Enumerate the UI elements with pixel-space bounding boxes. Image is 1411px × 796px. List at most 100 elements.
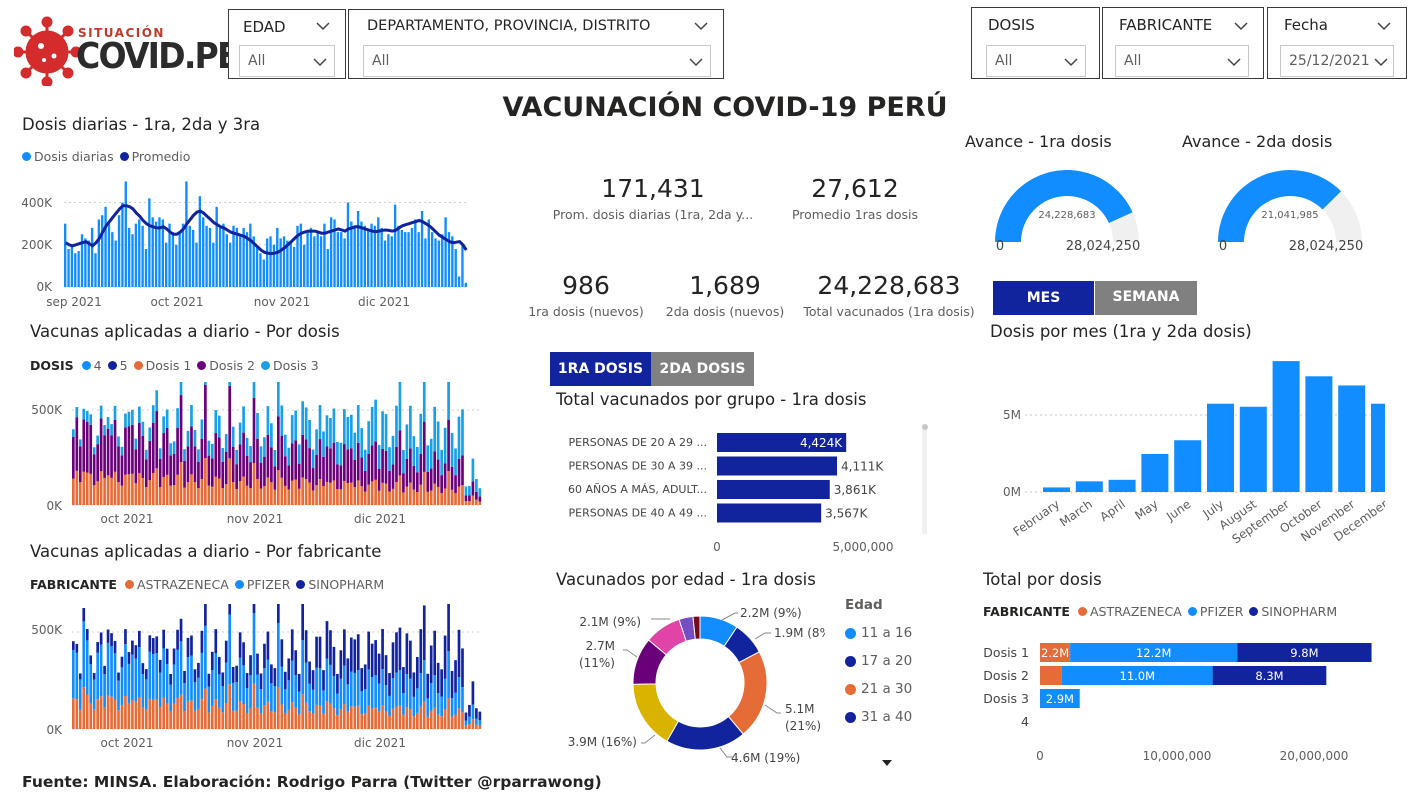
- bar-segment[interactable]: [346, 684, 350, 712]
- bar-segment[interactable]: [454, 692, 457, 715]
- bar[interactable]: [343, 238, 346, 287]
- slicer-fecha[interactable]: Fecha 25/12/2021: [1267, 7, 1407, 79]
- bar-segment[interactable]: [179, 618, 183, 642]
- bar-segment[interactable]: [266, 434, 270, 478]
- bar-segment[interactable]: [266, 631, 270, 660]
- bar[interactable]: [178, 232, 181, 287]
- bar-segment[interactable]: [1040, 643, 1071, 662]
- bar[interactable]: [188, 225, 191, 287]
- bar-segment[interactable]: [415, 472, 419, 492]
- bar-segment[interactable]: [204, 604, 207, 626]
- bar[interactable]: [420, 211, 424, 287]
- bar[interactable]: [336, 232, 340, 287]
- bar-segment[interactable]: [294, 650, 298, 676]
- bar-segment[interactable]: [322, 485, 325, 505]
- bar-segment[interactable]: [332, 646, 336, 676]
- bar-segment[interactable]: [339, 709, 343, 729]
- bar-segment[interactable]: [103, 435, 106, 478]
- bar-segment[interactable]: [422, 382, 426, 422]
- bar-segment[interactable]: [318, 668, 322, 706]
- bar-segment[interactable]: [162, 648, 166, 698]
- bar-segment[interactable]: [190, 426, 193, 475]
- bar-segment[interactable]: [183, 487, 186, 505]
- bar-segment[interactable]: [183, 460, 186, 488]
- bar-segment[interactable]: [471, 719, 475, 729]
- bar-segment[interactable]: [138, 406, 141, 423]
- bar-segment[interactable]: [409, 448, 412, 483]
- bar-segment[interactable]: [395, 672, 398, 707]
- bar-segment[interactable]: [106, 416, 110, 429]
- bar-segment[interactable]: [134, 483, 138, 505]
- bar[interactable]: [377, 217, 380, 287]
- bar[interactable]: [259, 253, 262, 287]
- bar-segment[interactable]: [301, 640, 304, 695]
- bar-segment[interactable]: [249, 462, 252, 489]
- bar-segment[interactable]: [377, 468, 381, 491]
- bar-segment[interactable]: [92, 672, 96, 680]
- bar[interactable]: [252, 236, 255, 287]
- bar-segment[interactable]: [436, 459, 440, 487]
- bar-segment[interactable]: [301, 477, 304, 505]
- bar-segment[interactable]: [301, 434, 304, 478]
- bar-segment[interactable]: [381, 629, 384, 670]
- bar-segment[interactable]: [388, 447, 391, 471]
- bar-segment[interactable]: [315, 636, 318, 668]
- bar-segment[interactable]: [336, 489, 339, 505]
- bar-segment[interactable]: [221, 712, 225, 729]
- bar-segment[interactable]: [433, 707, 437, 729]
- bar-segment[interactable]: [217, 437, 221, 479]
- bar-segment[interactable]: [374, 707, 377, 729]
- bar-segment[interactable]: [454, 714, 457, 729]
- bar[interactable]: [424, 238, 427, 287]
- bar-segment[interactable]: [249, 655, 252, 676]
- bar-segment[interactable]: [346, 416, 350, 450]
- bar-segment[interactable]: [343, 665, 346, 705]
- bar-segment[interactable]: [176, 649, 179, 699]
- bar-segment[interactable]: [110, 424, 113, 436]
- bar-segment[interactable]: [422, 471, 426, 505]
- bar-segment[interactable]: [263, 456, 266, 487]
- bar[interactable]: [437, 240, 441, 287]
- bar-segment[interactable]: [422, 421, 426, 472]
- bar-segment[interactable]: [440, 696, 443, 717]
- bar-segment[interactable]: [134, 438, 138, 450]
- bar-segment[interactable]: [99, 644, 103, 697]
- bar-segment[interactable]: [367, 484, 371, 505]
- bar-segment[interactable]: [217, 656, 221, 675]
- bar-segment[interactable]: [138, 422, 141, 473]
- bar-segment[interactable]: [360, 714, 364, 729]
- bar-segment[interactable]: [471, 458, 475, 482]
- bar-segment[interactable]: [370, 677, 374, 709]
- bar-segment[interactable]: [475, 708, 478, 719]
- bar-segment[interactable]: [124, 474, 127, 505]
- bar-segment[interactable]: [249, 675, 252, 708]
- bar-segment[interactable]: [343, 704, 346, 729]
- bar-segment[interactable]: [329, 703, 332, 729]
- bar-segment[interactable]: [308, 448, 311, 483]
- slicer-edad[interactable]: EDAD All: [228, 9, 346, 79]
- bar-segment[interactable]: [1061, 666, 1213, 685]
- bar-segment[interactable]: [179, 641, 183, 695]
- bar-segment[interactable]: [426, 471, 430, 492]
- bar-segment[interactable]: [277, 604, 280, 623]
- bar-segment[interactable]: [273, 668, 277, 687]
- bar-segment[interactable]: [141, 435, 145, 478]
- bar[interactable]: [1272, 361, 1300, 492]
- bar-segment[interactable]: [78, 709, 82, 729]
- bar-segment[interactable]: [263, 486, 266, 505]
- bar-segment[interactable]: [325, 415, 329, 447]
- bar-segment[interactable]: [388, 673, 391, 696]
- bar-segment[interactable]: [252, 462, 256, 505]
- legend-item[interactable]: 4: [81, 358, 102, 373]
- bar-segment[interactable]: [471, 704, 475, 720]
- bar-segment[interactable]: [363, 491, 367, 505]
- bar-segment[interactable]: [228, 684, 232, 729]
- bar-segment[interactable]: [277, 416, 280, 471]
- bar[interactable]: [340, 232, 343, 287]
- bar-segment[interactable]: [409, 678, 412, 709]
- bar-segment[interactable]: [450, 466, 454, 490]
- slicer-fecha-dropdown[interactable]: 25/12/2021: [1280, 45, 1394, 77]
- bar[interactable]: [249, 223, 252, 287]
- bar-segment[interactable]: [231, 710, 235, 729]
- bar-segment[interactable]: [193, 429, 197, 447]
